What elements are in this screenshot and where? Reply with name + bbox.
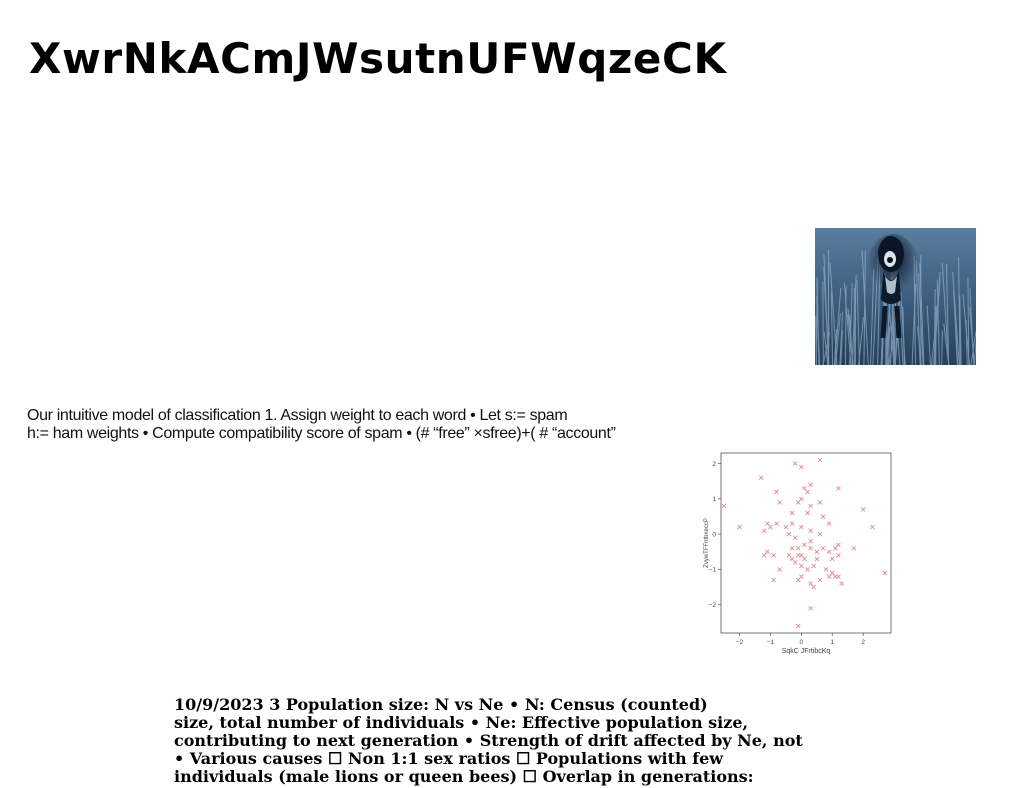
dog-in-tall-grass-photo	[815, 228, 976, 365]
grass-blade	[942, 330, 943, 365]
page-title: XwrNkACmJWsutnUFWqzeCK	[29, 34, 727, 83]
population-size-text: 10/9/2023 3 Population size: N vs Ne • N…	[174, 696, 814, 786]
y-axis-label: ZvywTFFntbxeccP	[704, 518, 710, 568]
x-tick-label: −1	[767, 639, 775, 646]
text-line: Our intuitive model of classification 1.…	[27, 407, 677, 425]
y-tick-label: 0	[712, 531, 716, 538]
text-line: size, total number of individuals • Ne: …	[174, 714, 814, 732]
grass-blade	[816, 316, 817, 365]
text-line: 10/9/2023 3 Population size: N vs Ne • N…	[174, 696, 814, 714]
classification-text: Our intuitive model of classification 1.…	[27, 407, 677, 443]
text-line: individuals (male lions or queen bees) ☐…	[174, 768, 814, 786]
x-tick-label: 1	[830, 639, 834, 646]
x-tick-label: 2	[861, 639, 865, 646]
x-tick-label: 0	[800, 639, 804, 646]
scatter-chart: −2 −1 0 1 2 2 1 0 −1 −2 SqkC JFrtibcKq ZvywTFFnt…	[698, 447, 898, 657]
x-tick-label: −2	[736, 639, 744, 646]
y-tick-label: −2	[709, 602, 717, 609]
text-line: • Various causes ☐ Non 1:1 sex ratios ☐ …	[174, 750, 814, 768]
x-axis-label: SqkC JFrtibcKq	[782, 648, 831, 655]
text-line: contributing to next generation • Streng…	[174, 732, 814, 750]
y-tick-label: 2	[712, 461, 716, 468]
y-tick-label: 1	[712, 496, 716, 503]
text-line: h:= ham weights • Compute compatibility …	[27, 425, 677, 443]
